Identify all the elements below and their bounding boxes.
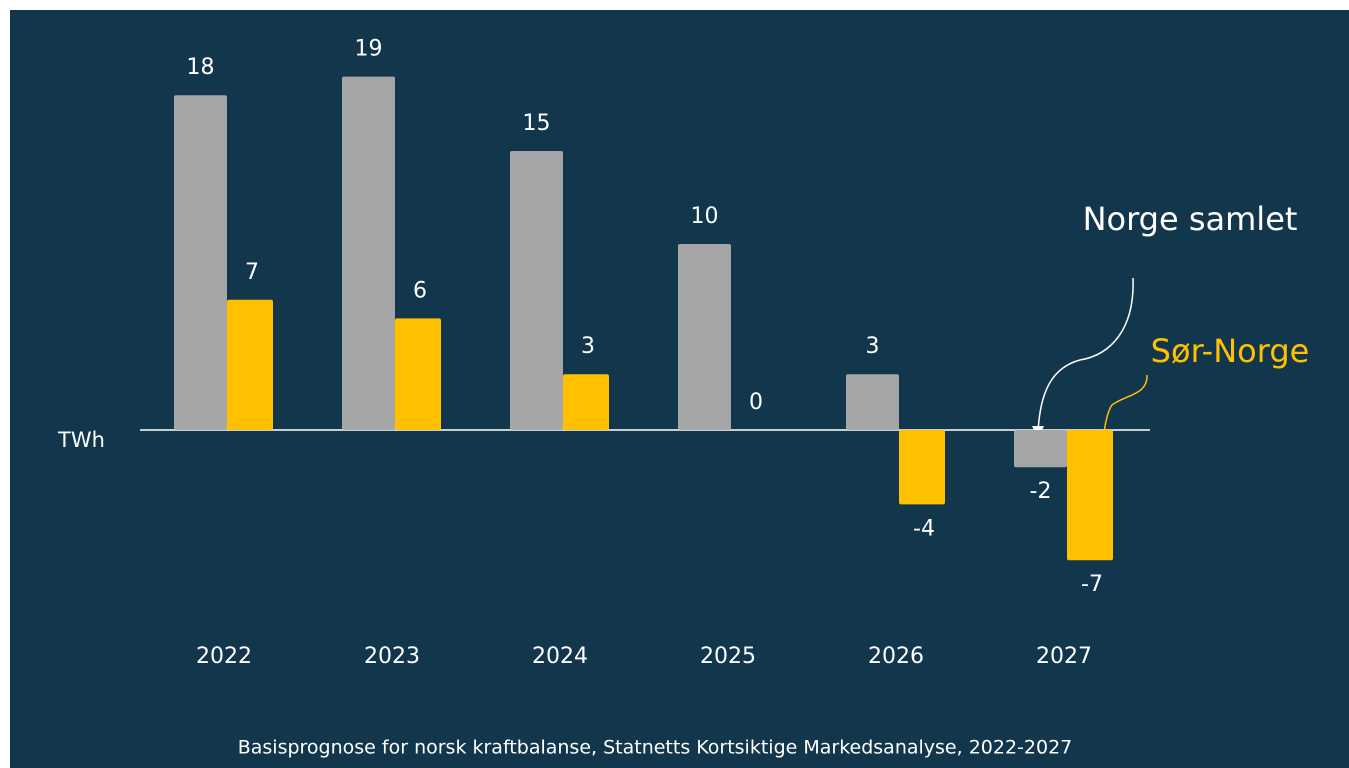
x-tick-label: 2024 xyxy=(532,644,588,669)
arrow-norge xyxy=(1037,277,1134,433)
bar xyxy=(1067,430,1113,561)
data-label: -7 xyxy=(1081,572,1103,597)
bar xyxy=(678,244,731,430)
bar xyxy=(395,318,441,430)
data-label: 3 xyxy=(866,334,880,359)
data-label: -2 xyxy=(1030,479,1052,504)
bar xyxy=(846,374,899,430)
bar xyxy=(899,430,945,505)
data-label: 6 xyxy=(413,278,427,303)
caption: Basisprognose for norsk kraftbalanse, St… xyxy=(238,737,1073,759)
data-label: 18 xyxy=(187,55,215,80)
data-label: 3 xyxy=(581,334,595,359)
bar xyxy=(227,299,273,430)
data-label: -4 xyxy=(913,516,935,541)
bar xyxy=(563,374,609,430)
bar xyxy=(174,95,227,430)
data-label: 7 xyxy=(245,260,259,285)
y-axis-label: TWh xyxy=(57,428,105,452)
bar xyxy=(342,76,395,430)
x-tick-label: 2026 xyxy=(868,644,924,669)
data-label: 10 xyxy=(691,204,719,229)
data-label: 15 xyxy=(523,111,551,136)
bar xyxy=(1014,430,1067,468)
data-label: 19 xyxy=(355,37,383,62)
bar xyxy=(510,151,563,430)
x-tick-label: 2025 xyxy=(700,644,756,669)
legend-sor: Sør-Norge xyxy=(1151,332,1310,370)
legend-norge: Norge samlet xyxy=(1083,200,1298,238)
x-tick-label: 2027 xyxy=(1036,644,1092,669)
x-tick-label: 2022 xyxy=(196,644,252,669)
data-label: 0 xyxy=(749,390,763,415)
x-tick-label: 2023 xyxy=(364,644,420,669)
